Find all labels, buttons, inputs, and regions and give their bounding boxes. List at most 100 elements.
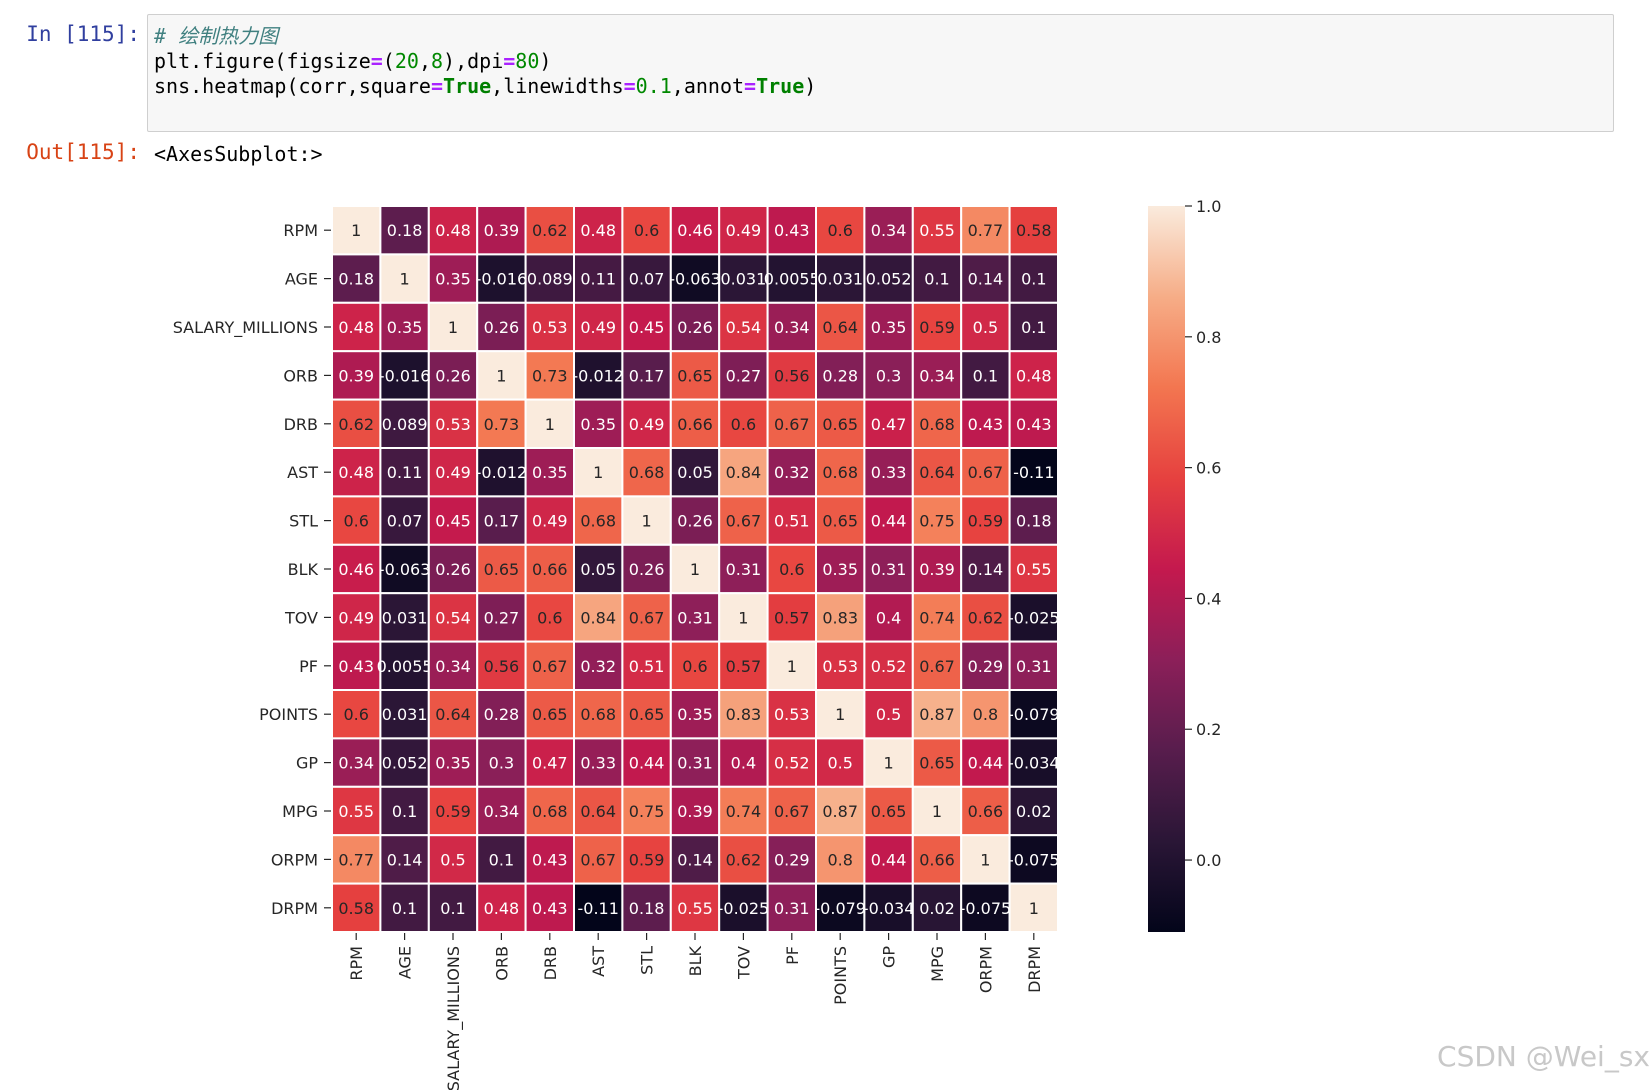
heatmap-cell-annotation: 0.58 (1016, 221, 1052, 240)
code-operator: = (503, 49, 516, 73)
heatmap-cell-annotation: 1 (496, 366, 506, 385)
heatmap-cell-annotation: 0.84 (726, 463, 762, 482)
code-cell-input[interactable]: # 绘制热力图 plt.figure(figsize=(20,8),dpi=80… (147, 14, 1614, 132)
heatmap-cell-annotation: 0.87 (822, 802, 858, 821)
heatmap-cell-annotation: 0.65 (871, 802, 907, 821)
heatmap-cell-annotation: 0.6 (731, 415, 756, 434)
code-token: ,linewidths (491, 74, 624, 98)
heatmap-cell-annotation: -0.034 (863, 899, 915, 918)
colorbar-tick-label: 0.6 (1196, 459, 1221, 478)
heatmap-cell (379, 689, 430, 740)
heatmap-cell-annotation: 0.68 (629, 463, 665, 482)
heatmap-cell-annotation: 0.34 (919, 366, 955, 385)
heatmap-cell-annotation: 0.48 (338, 463, 374, 482)
heatmap-cell-annotation: -0.012 (572, 366, 624, 385)
heatmap-cell (766, 301, 817, 353)
code-line-2: plt.figure(figsize=(20,8),dpi=80) (154, 49, 1607, 74)
heatmap-cell (331, 834, 382, 885)
heatmap-cell (960, 543, 1011, 595)
heatmap-cell-annotation: 0.4 (876, 608, 901, 627)
heatmap-cell (669, 253, 721, 304)
heatmap-cell-annotation: 0.53 (822, 657, 858, 676)
heatmap-cell-annotation: -0.025 (718, 899, 770, 918)
heatmap-cell-annotation: 0.35 (435, 754, 471, 773)
x-tick-label: BLK (686, 946, 705, 977)
heatmap-cell-annotation: 0.34 (484, 802, 520, 821)
heatmap-cell-annotation: 0.68 (822, 463, 858, 482)
heatmap-cell (960, 737, 1011, 788)
heatmap-cell-annotation: 1 (545, 415, 555, 434)
heatmap-cell (669, 737, 721, 788)
heatmap-cell-annotation: 0.02 (1016, 802, 1052, 821)
colorbar-tick-label: 0.0 (1196, 851, 1221, 870)
x-tick-label: ORPM (976, 946, 995, 993)
y-tick-label: DRB (284, 415, 318, 434)
heatmap-cell-annotation: 0.28 (822, 366, 858, 385)
heatmap-cell-annotation: 0.54 (726, 318, 762, 337)
heatmap-cell-annotation: 0.05 (580, 560, 616, 579)
code-token: ) (539, 49, 552, 73)
heatmap-cell-annotation: 0.67 (580, 850, 616, 869)
heatmap-cell-annotation: 0.46 (677, 221, 713, 240)
heatmap-cell-annotation: 0.64 (822, 318, 858, 337)
heatmap-cell (960, 301, 1011, 353)
heatmap-cell-annotation: 0.55 (919, 221, 955, 240)
heatmap-cell-annotation: -0.063 (379, 560, 431, 579)
heatmap-cell-annotation: 1 (448, 318, 458, 337)
heatmap-cell-annotation: 1 (690, 560, 700, 579)
heatmap-cell (1008, 301, 1059, 353)
colorbar-tick-label: 0.2 (1196, 720, 1221, 739)
heatmap-cell-annotation: 0.75 (629, 802, 665, 821)
code-operator: = (744, 74, 757, 98)
heatmap-cell-annotation: 1 (593, 463, 603, 482)
heatmap-cell-annotation: 0.18 (338, 270, 374, 289)
y-tick-label: RPM (283, 221, 318, 240)
heatmap-cell-annotation: 0.66 (532, 560, 568, 579)
heatmap-cell (911, 689, 963, 740)
output-prompt: Out[115]: (26, 140, 140, 164)
heatmap-cell-annotation: 0.1 (440, 899, 465, 918)
heatmap-cell (1008, 592, 1059, 643)
heatmap-cell-annotation: 0.67 (919, 657, 955, 676)
heatmap-cell (669, 882, 721, 933)
heatmap-cell-annotation: 0.49 (435, 463, 471, 482)
x-tick-label: ORB (492, 946, 511, 981)
heatmap-cell-annotation: 0.35 (822, 560, 858, 579)
heatmap-cell-annotation: 0.35 (532, 463, 568, 482)
heatmap-cell (573, 253, 624, 304)
heatmap-cell (1008, 640, 1059, 691)
x-tick-label: TOV (734, 946, 753, 980)
heatmap-cell-annotation: 0.49 (629, 415, 665, 434)
heatmap-cell-annotation: 0.67 (726, 512, 762, 531)
heatmap-cell-annotation: 0.62 (726, 850, 762, 869)
heatmap-cell (524, 882, 575, 933)
heatmap-cell-annotation: 0.53 (435, 415, 471, 434)
heatmap-cell-annotation: 0.14 (968, 270, 1004, 289)
heatmap-cell (573, 592, 624, 643)
heatmap-cell-annotation: 0.51 (629, 657, 665, 676)
heatmap-cell-annotation: 0.39 (919, 560, 955, 579)
heatmap-cell-annotation: 0.68 (532, 802, 568, 821)
heatmap-cell-annotation: 0.45 (435, 512, 471, 531)
heatmap-cell (863, 543, 914, 595)
heatmap-cell-annotation: 0.5 (876, 705, 901, 724)
heatmap-cell-annotation: 0.17 (629, 366, 665, 385)
x-tick-label: POINTS (831, 946, 850, 1005)
heatmap-cell (669, 543, 721, 595)
heatmap-cell (331, 592, 382, 643)
heatmap-cell (476, 592, 527, 643)
heatmap-cell-annotation: 0.47 (532, 754, 568, 773)
watermark: CSDN @Wei_sx (1437, 1040, 1650, 1073)
heatmap-cell-annotation: 0.77 (338, 850, 374, 869)
heatmap-cell-annotation: 0.8 (973, 705, 998, 724)
heatmap-cell-annotation: 0.14 (677, 850, 713, 869)
heatmap-cell-annotation: 0.6 (682, 657, 707, 676)
heatmap-cell-annotation: 0.31 (677, 754, 713, 773)
heatmap-cell-annotation: 0.44 (629, 754, 665, 773)
heatmap-cell-annotation: 0.45 (629, 318, 665, 337)
heatmap-cell-annotation: 0.48 (580, 221, 616, 240)
heatmap-cell-annotation: 0.46 (338, 560, 374, 579)
heatmap-cell-annotation: 0.52 (774, 754, 810, 773)
colorbar (1148, 206, 1185, 932)
